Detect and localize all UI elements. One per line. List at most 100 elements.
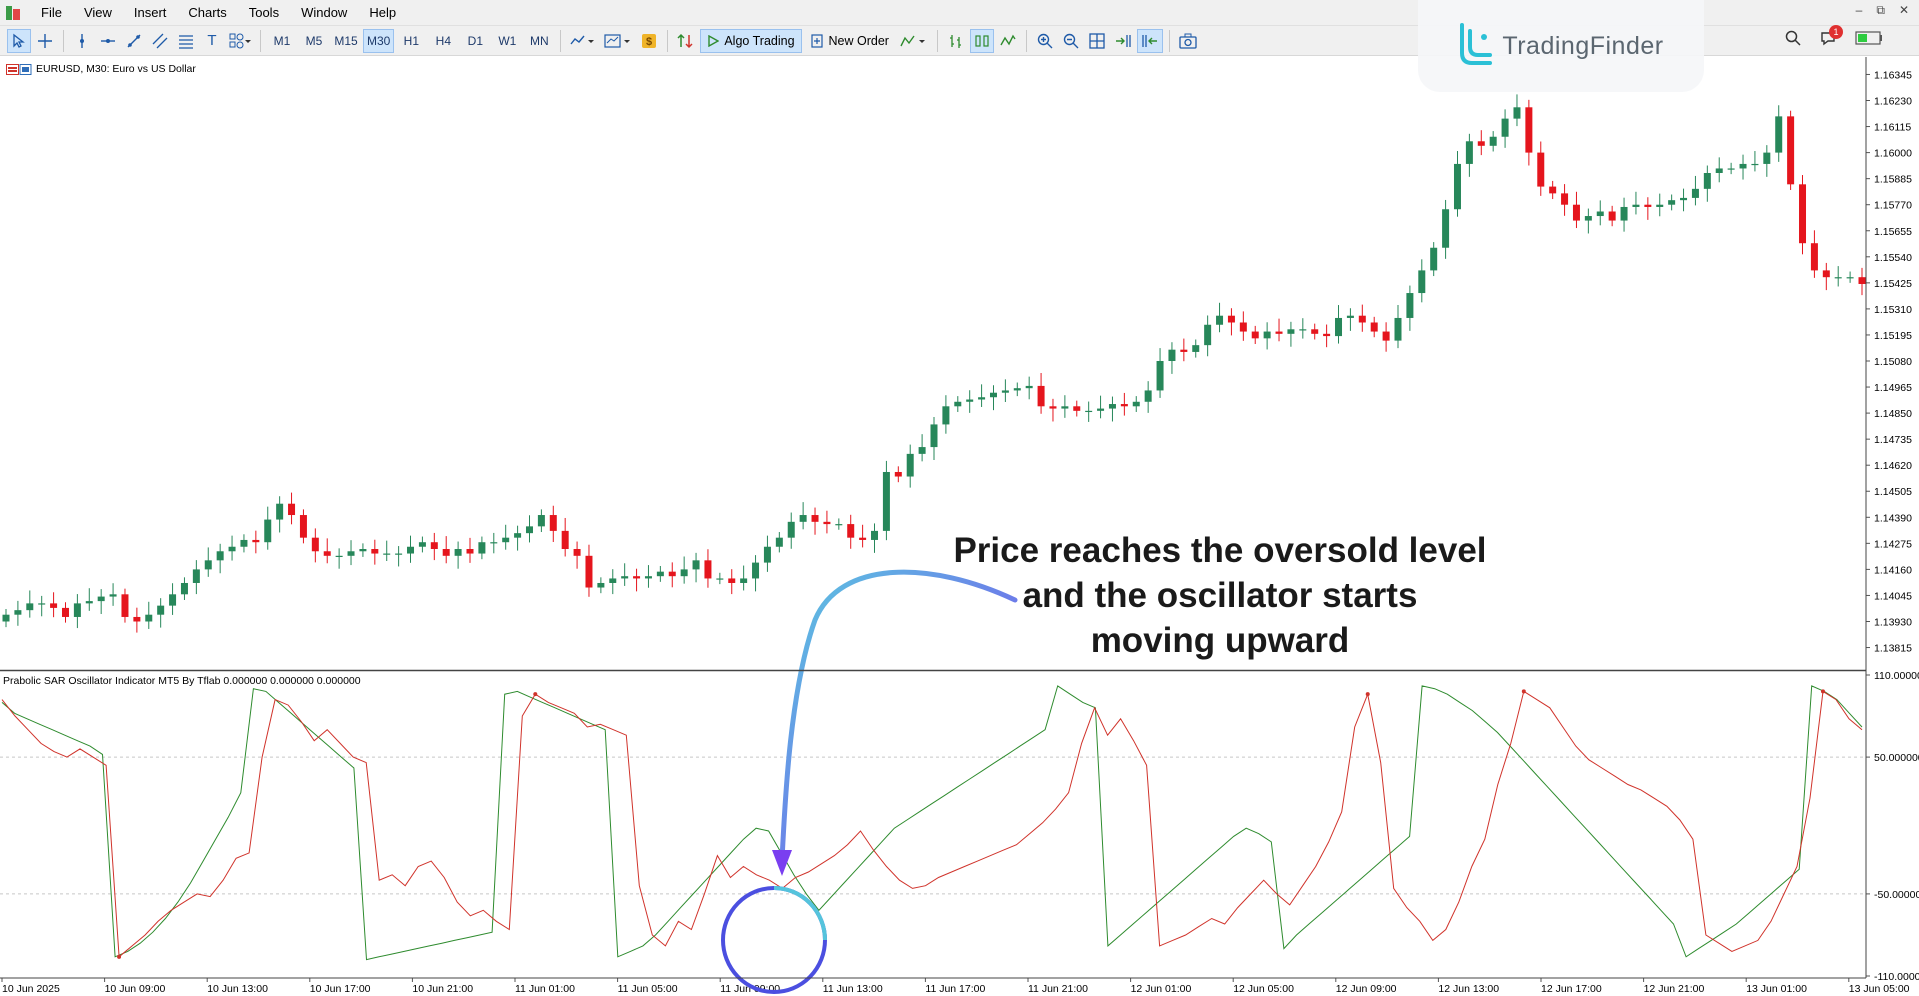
candle-bearish — [1608, 205, 1616, 227]
restore-icon[interactable]: ⧉ — [1876, 3, 1885, 17]
candle-bearish — [823, 510, 831, 534]
algo-trading-button[interactable]: Algo Trading — [700, 28, 802, 53]
annotation-line-2: and the oscillator starts — [1022, 576, 1418, 615]
timeframe-d1[interactable]: D1 — [467, 33, 484, 48]
timeframe-w1[interactable]: W1 — [498, 33, 517, 48]
candle-bullish — [1097, 395, 1105, 419]
candle-bullish — [1442, 199, 1450, 259]
text-tool-icon[interactable]: T — [207, 32, 217, 49]
time-tick-label: 12 Jun 13:00 — [1438, 983, 1499, 995]
minimize-icon[interactable]: – — [1855, 3, 1863, 17]
menu-view[interactable]: View — [83, 4, 112, 20]
trend-line-icon[interactable] — [122, 29, 146, 53]
signals-icon[interactable] — [674, 29, 698, 53]
timeframe-mn[interactable]: MN — [530, 33, 549, 48]
candle-bearish — [430, 532, 438, 561]
candle-bullish — [835, 518, 843, 530]
timeframe-m30[interactable]: M30 — [363, 28, 395, 53]
indicators-icon[interactable] — [567, 29, 599, 53]
candle-bearish — [704, 549, 712, 588]
time-tick-label: 12 Jun 05:00 — [1233, 983, 1294, 995]
candle-bullish — [73, 594, 81, 629]
oscillator-tick-label: 50.000000 — [1874, 752, 1919, 764]
candle-bearish — [1799, 175, 1807, 255]
price-axis: 1.16345 1.16230 1.16115 1.16000 1.15885 1.157… — [1866, 69, 1912, 655]
shapes-icon[interactable] — [226, 29, 254, 53]
price-tick-label: 1.14045 — [1874, 590, 1912, 602]
candle-bearish — [1525, 99, 1533, 166]
price-tick-label: 1.15080 — [1874, 356, 1912, 368]
candle-bullish — [240, 534, 248, 553]
timeframe-m15[interactable]: M15 — [334, 33, 358, 48]
candle-bearish — [668, 562, 676, 588]
cursor-icon[interactable] — [7, 28, 31, 53]
fibonacci-icon[interactable] — [174, 29, 198, 53]
price-tick-label: 1.15195 — [1874, 330, 1912, 342]
vertical-line-icon[interactable] — [70, 29, 94, 53]
candle-bullish — [930, 416, 938, 460]
candle-bearish — [1572, 191, 1580, 229]
candle-bullish — [775, 532, 783, 553]
candle-bullish — [502, 524, 510, 550]
horizontal-line-icon[interactable] — [96, 29, 120, 53]
time-tick-label: 13 Jun 05:00 — [1849, 983, 1910, 995]
timeframe-m1[interactable]: M1 — [273, 33, 291, 48]
candle-bullish — [1513, 94, 1521, 127]
autoscroll-icon[interactable] — [1111, 29, 1135, 53]
candle-bearish — [1180, 338, 1188, 362]
templates-icon[interactable] — [601, 29, 635, 53]
close-icon[interactable]: ✕ — [1898, 3, 1909, 17]
arrow-head-icon — [772, 850, 792, 876]
market-icon[interactable]: $ — [637, 29, 661, 53]
crosshair-icon[interactable] — [33, 29, 57, 53]
timeframe-h4[interactable]: H4 — [435, 33, 452, 48]
depth-of-market-icon[interactable] — [897, 29, 931, 53]
candle-bullish — [1751, 151, 1759, 172]
candle-bearish — [1120, 392, 1128, 416]
candle-bullish — [1299, 318, 1307, 339]
candle-bullish — [918, 434, 926, 462]
notification-badge: 1 — [1829, 25, 1843, 39]
candle-bullish — [799, 502, 807, 530]
time-tick-label: 11 Jun 17:00 — [925, 983, 985, 995]
menu-insert[interactable]: Insert — [133, 4, 167, 20]
time-tick-label: 10 Jun 17:00 — [310, 983, 371, 995]
candle-bearish — [323, 538, 331, 564]
candle-bullish — [692, 552, 700, 583]
search-icon[interactable] — [1785, 30, 1801, 49]
bar-chart-icon[interactable] — [944, 29, 968, 53]
chart-shift-icon[interactable] — [1136, 28, 1163, 53]
line-chart-icon[interactable] — [996, 29, 1020, 53]
candle-bullish — [1668, 194, 1676, 211]
timeframe-m5[interactable]: M5 — [305, 33, 323, 48]
algo-trading-label: Algo Trading — [724, 33, 795, 48]
timeframe-h1[interactable]: H1 — [403, 33, 420, 48]
highlight-circle-accent — [773, 886, 827, 941]
menu-file[interactable]: File — [41, 4, 62, 20]
candle-bullish — [656, 565, 664, 582]
candle-bullish — [157, 598, 165, 628]
zoom-out-icon[interactable] — [1059, 29, 1083, 53]
candle-bearish — [561, 517, 569, 557]
separator — [560, 29, 562, 52]
menu-window[interactable]: Window — [301, 4, 348, 20]
candle-bullish — [1156, 348, 1164, 398]
candlestick-chart-icon[interactable] — [969, 28, 994, 53]
candle-bullish — [752, 555, 760, 592]
candle-bullish — [906, 444, 914, 488]
menu-help[interactable]: Help — [369, 4, 397, 20]
window-controls: – ⧉ ✕ — [1856, 3, 1909, 18]
zoom-in-icon[interactable] — [1033, 29, 1057, 53]
menu-charts[interactable]: Charts — [188, 4, 227, 20]
tile-windows-icon[interactable] — [1085, 29, 1109, 53]
screenshot-icon[interactable] — [1176, 29, 1200, 53]
notifications-icon[interactable]: 1 — [1819, 25, 1843, 49]
candle-bullish — [478, 536, 486, 560]
menu-tools[interactable]: Tools — [248, 4, 280, 20]
new-order-button[interactable]: New Order — [804, 29, 895, 53]
indicator-label: Prabolic SAR Oscillator Indicator MT5 By… — [3, 675, 361, 687]
price-tick-label: 1.16000 — [1874, 148, 1912, 160]
channel-icon[interactable] — [148, 29, 172, 53]
candle-bearish — [371, 539, 379, 565]
candle-bearish — [1227, 308, 1235, 336]
